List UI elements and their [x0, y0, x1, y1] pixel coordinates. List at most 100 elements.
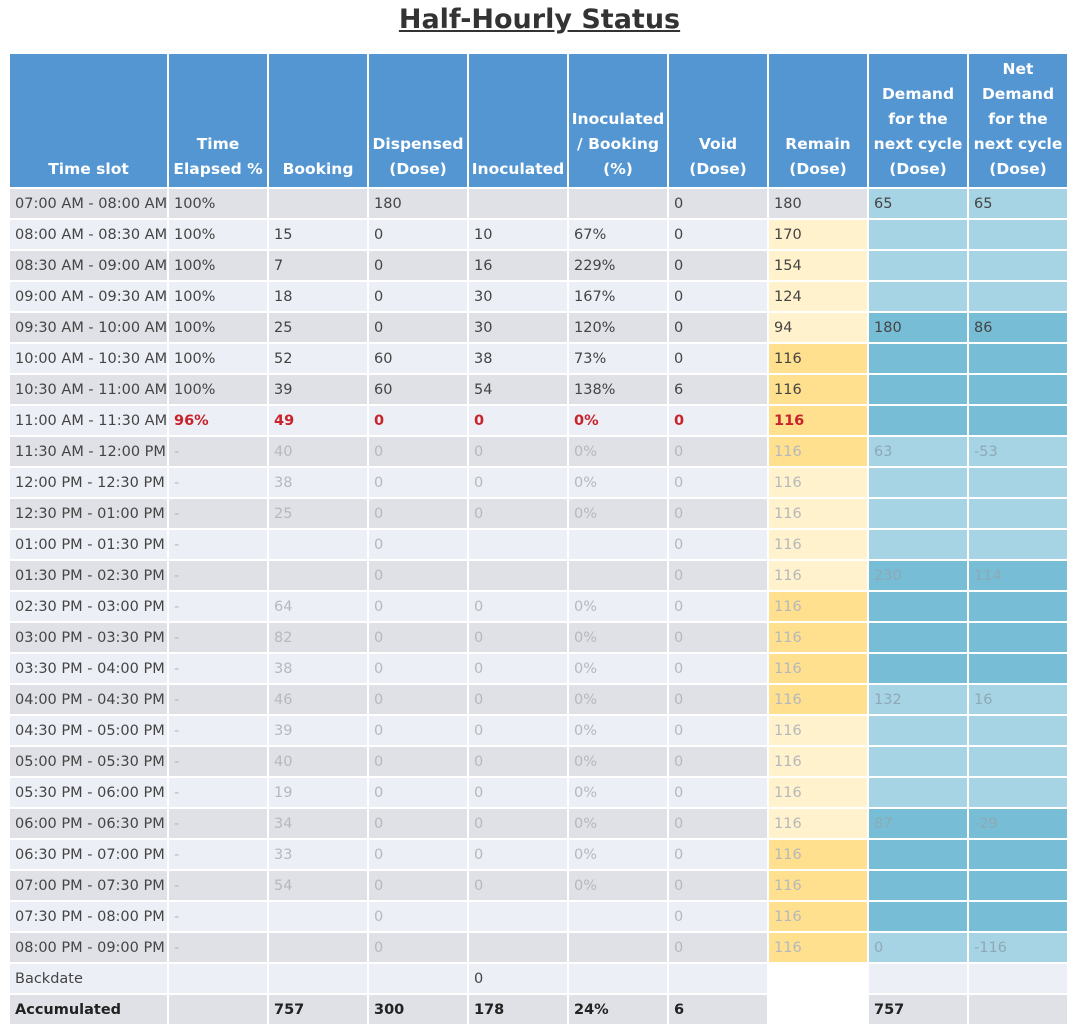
- cell-dispensed: 0: [369, 561, 467, 590]
- cell-inoculated-booking-ratio: 0%: [569, 685, 667, 714]
- cell-demand-next-cycle: [869, 964, 967, 993]
- cell-remain: 116: [769, 406, 867, 435]
- cell-remain: 116: [769, 654, 867, 683]
- cell-remain: 116: [769, 716, 867, 745]
- cell-inoculated-booking-ratio: 0%: [569, 406, 667, 435]
- cell-net-demand-next-cycle: [969, 778, 1067, 807]
- cell-demand-next-cycle: [869, 871, 967, 900]
- cell-remain: 116: [769, 747, 867, 776]
- cell-time-elapsed: -: [169, 468, 267, 497]
- col-header-net-demand-next-cycle: Net Demand for the next cycle (Dose): [969, 54, 1067, 187]
- cell-time-slot: 06:00 PM - 06:30 PM: [10, 809, 167, 838]
- cell-net-demand-next-cycle: [969, 530, 1067, 559]
- col-header-dispensed: Dispensed (Dose): [369, 54, 467, 187]
- cell-time-slot: Accumulated: [10, 995, 167, 1024]
- table-row: 11:00 AM - 11:30 AM 96% 49 0 0 0% 0 116: [10, 406, 1067, 435]
- cell-dispensed: 180: [369, 189, 467, 218]
- cell-booking: 39: [269, 375, 367, 404]
- cell-booking: [269, 530, 367, 559]
- cell-dispensed: 0: [369, 251, 467, 280]
- cell-time-slot: 04:30 PM - 05:00 PM: [10, 716, 167, 745]
- cell-remain: 170: [769, 220, 867, 249]
- cell-inoculated: 0: [469, 778, 567, 807]
- cell-inoculated: 0: [469, 437, 567, 466]
- cell-inoculated-booking-ratio: 167%: [569, 282, 667, 311]
- cell-void: 0: [669, 530, 767, 559]
- cell-time-slot: 09:30 AM - 10:00 AM: [10, 313, 167, 342]
- cell-booking: 40: [269, 437, 367, 466]
- cell-booking: [269, 902, 367, 931]
- table-row: 10:00 AM - 10:30 AM 100% 52 60 38 73% 0 116: [10, 344, 1067, 373]
- cell-net-demand-next-cycle: [969, 964, 1067, 993]
- col-header-time-elapsed: Time Elapsed %: [169, 54, 267, 187]
- cell-remain: [769, 964, 867, 993]
- cell-booking: 39: [269, 716, 367, 745]
- cell-void: 0: [669, 437, 767, 466]
- cell-inoculated-booking-ratio: 229%: [569, 251, 667, 280]
- cell-time-slot: 06:30 PM - 07:00 PM: [10, 840, 167, 869]
- cell-inoculated-booking-ratio: [569, 964, 667, 993]
- cell-void: 0: [669, 344, 767, 373]
- table-row: 12:30 PM - 01:00 PM -25 0 0 0% 0 116: [10, 499, 1067, 528]
- half-hourly-status-table: Time slot Time Elapsed % Booking Dispens…: [8, 52, 1069, 1026]
- cell-remain: 116: [769, 344, 867, 373]
- cell-time-slot: 03:30 PM - 04:00 PM: [10, 654, 167, 683]
- cell-dispensed: 60: [369, 344, 467, 373]
- cell-remain: 154: [769, 251, 867, 280]
- cell-booking: 54: [269, 871, 367, 900]
- cell-remain: 180: [769, 189, 867, 218]
- table-row: 08:00 PM - 09:00 PM -0 0 116 0 -116: [10, 933, 1067, 962]
- cell-net-demand-next-cycle: 114: [969, 561, 1067, 590]
- cell-net-demand-next-cycle: [969, 499, 1067, 528]
- cell-time-elapsed: -: [169, 871, 267, 900]
- cell-time-elapsed: 100%: [169, 313, 267, 342]
- cell-time-elapsed: -: [169, 902, 267, 931]
- cell-time-slot: 07:00 PM - 07:30 PM: [10, 871, 167, 900]
- cell-time-slot: 10:30 AM - 11:00 AM: [10, 375, 167, 404]
- cell-inoculated-booking-ratio: 0%: [569, 871, 667, 900]
- cell-inoculated-booking-ratio: 0%: [569, 468, 667, 497]
- cell-inoculated-booking-ratio: 0%: [569, 809, 667, 838]
- cell-demand-next-cycle: 180: [869, 313, 967, 342]
- cell-inoculated: [469, 561, 567, 590]
- cell-net-demand-next-cycle: -116: [969, 933, 1067, 962]
- cell-demand-next-cycle: [869, 902, 967, 931]
- cell-time-elapsed: -: [169, 561, 267, 590]
- cell-booking: 18: [269, 282, 367, 311]
- table-row: 09:00 AM - 09:30 AM 100% 18 0 30 167% 0 124: [10, 282, 1067, 311]
- cell-dispensed: 0: [369, 499, 467, 528]
- cell-time-elapsed: -: [169, 778, 267, 807]
- cell-demand-next-cycle: [869, 716, 967, 745]
- cell-booking: [269, 933, 367, 962]
- cell-time-slot: 01:30 PM - 02:30 PM: [10, 561, 167, 590]
- cell-inoculated: 38: [469, 344, 567, 373]
- cell-inoculated-booking-ratio: [569, 561, 667, 590]
- cell-time-slot: 10:00 AM - 10:30 AM: [10, 344, 167, 373]
- cell-inoculated-booking-ratio: 73%: [569, 344, 667, 373]
- cell-dispensed: 0: [369, 933, 467, 962]
- cell-net-demand-next-cycle: 65: [969, 189, 1067, 218]
- cell-remain: [769, 995, 867, 1024]
- cell-demand-next-cycle: [869, 592, 967, 621]
- cell-inoculated: 0: [469, 623, 567, 652]
- cell-time-slot: 01:00 PM - 01:30 PM: [10, 530, 167, 559]
- cell-void: 0: [669, 313, 767, 342]
- cell-booking: 82: [269, 623, 367, 652]
- col-header-booking: Booking: [269, 54, 367, 187]
- cell-inoculated: 0: [469, 654, 567, 683]
- cell-booking: 7: [269, 251, 367, 280]
- cell-void: 0: [669, 251, 767, 280]
- cell-inoculated-booking-ratio: 0%: [569, 654, 667, 683]
- cell-inoculated-booking-ratio: 0%: [569, 840, 667, 869]
- cell-net-demand-next-cycle: [969, 592, 1067, 621]
- cell-inoculated: 30: [469, 282, 567, 311]
- cell-dispensed: 0: [369, 592, 467, 621]
- cell-booking: 25: [269, 313, 367, 342]
- cell-dispensed: [369, 964, 467, 993]
- cell-demand-next-cycle: [869, 468, 967, 497]
- cell-inoculated-booking-ratio: 120%: [569, 313, 667, 342]
- page-title: Half-Hourly Status: [398, 4, 681, 35]
- cell-inoculated-booking-ratio: [569, 189, 667, 218]
- cell-time-slot: 12:00 PM - 12:30 PM: [10, 468, 167, 497]
- cell-inoculated-booking-ratio: 0%: [569, 592, 667, 621]
